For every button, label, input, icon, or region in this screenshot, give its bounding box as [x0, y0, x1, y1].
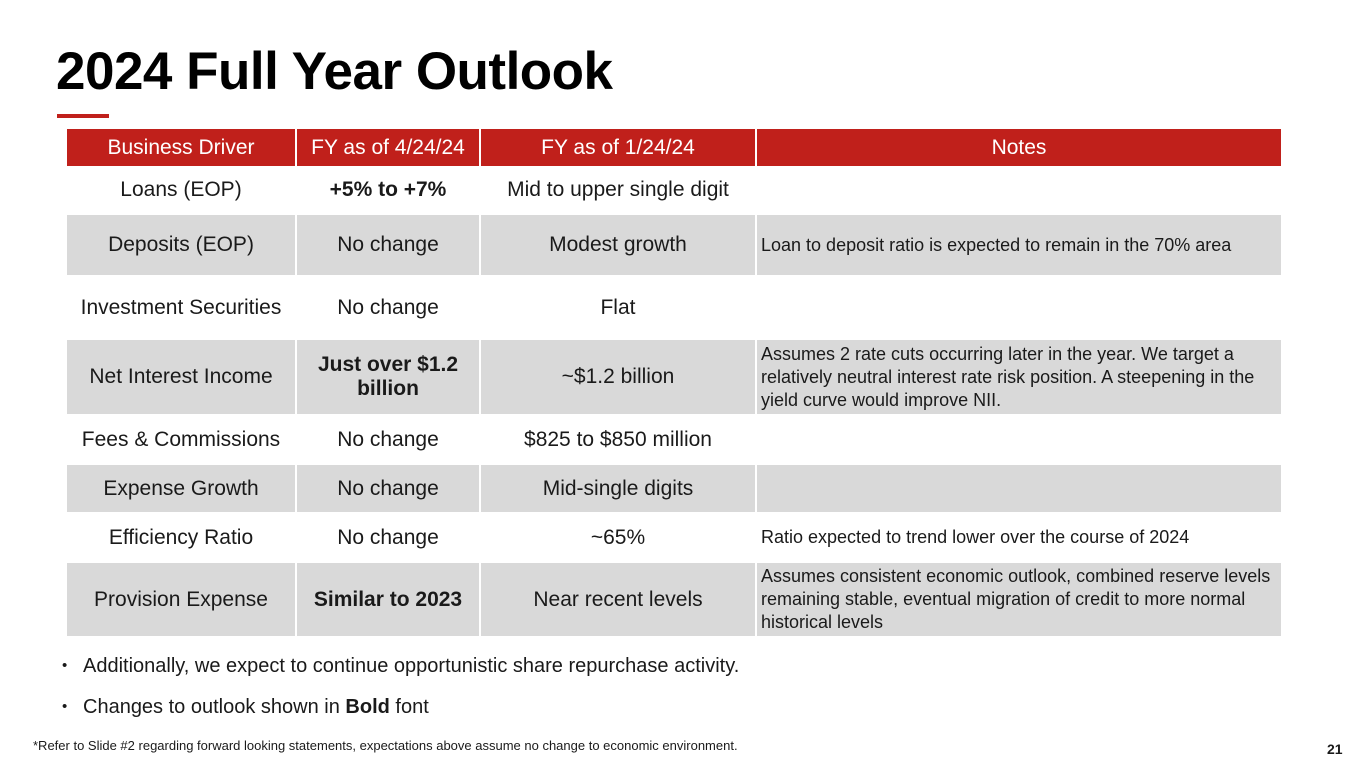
- table-row: Fees & Commissions No change $825 to $85…: [67, 415, 1281, 465]
- cell-notes: Assumes 2 rate cuts occurring later in t…: [756, 339, 1281, 416]
- cell-fy-apr: No change: [296, 214, 481, 277]
- cell-driver: Deposits (EOP): [67, 214, 297, 277]
- bullet-dot-icon: •: [62, 657, 68, 674]
- cell-driver: Efficiency Ratio: [67, 513, 297, 563]
- table-row: Net Interest Income Just over $1.2 billi…: [67, 339, 1281, 416]
- cell-fy-apr: No change: [296, 513, 481, 563]
- page-title: 2024 Full Year Outlook: [56, 42, 613, 101]
- bullet-text: Changes to outlook shown in: [83, 696, 340, 718]
- outlook-table: Business Driver FY as of 4/24/24 FY as o…: [67, 129, 1281, 636]
- cell-fy-jan: Mid-single digits: [480, 464, 757, 514]
- cell-notes: [756, 276, 1281, 340]
- cell-driver: Net Interest Income: [67, 339, 297, 416]
- cell-fy-jan: ~65%: [480, 513, 757, 563]
- cell-driver: Investment Securities: [67, 276, 297, 340]
- table-row: Efficiency Ratio No change ~65% Ratio ex…: [67, 513, 1281, 563]
- cell-notes: [756, 464, 1281, 514]
- cell-notes: Loan to deposit ratio is expected to rem…: [756, 214, 1281, 277]
- cell-fy-apr: Just over $1.2 billion: [296, 339, 481, 416]
- cell-notes: [756, 166, 1281, 215]
- cell-notes: [756, 415, 1281, 465]
- cell-driver: Expense Growth: [67, 464, 297, 514]
- cell-fy-apr: No change: [296, 415, 481, 465]
- bullet-dot-icon: •: [62, 698, 68, 715]
- bullet-text: Additionally, we expect to continue oppo…: [83, 655, 740, 677]
- cell-notes: Ratio expected to trend lower over the c…: [756, 513, 1281, 563]
- cell-driver: Loans (EOP): [67, 166, 297, 215]
- header-fy-apr: FY as of 4/24/24: [296, 129, 481, 166]
- footnote: *Refer to Slide #2 regarding forward loo…: [33, 738, 738, 753]
- bullet-bold-word: Bold: [345, 696, 390, 718]
- cell-fy-jan: Mid to upper single digit: [480, 166, 757, 215]
- cell-fy-apr: Similar to 2023: [296, 562, 481, 636]
- header-business-driver: Business Driver: [67, 129, 297, 166]
- title-underline: [57, 114, 109, 118]
- bullet-item: • Additionally, we expect to continue op…: [62, 652, 739, 693]
- cell-fy-jan: $825 to $850 million: [480, 415, 757, 465]
- cell-fy-jan: ~$1.2 billion: [480, 339, 757, 416]
- cell-fy-jan: Modest growth: [480, 214, 757, 277]
- cell-driver: Fees & Commissions: [67, 415, 297, 465]
- cell-fy-jan: Near recent levels: [480, 562, 757, 636]
- table-row: Investment Securities No change Flat: [67, 276, 1281, 340]
- header-notes: Notes: [756, 129, 1281, 166]
- cell-fy-apr: +5% to +7%: [296, 166, 481, 215]
- table-row: Deposits (EOP) No change Modest growth L…: [67, 214, 1281, 277]
- page-number: 21: [1327, 741, 1343, 757]
- cell-driver: Provision Expense: [67, 562, 297, 636]
- cell-fy-jan: Flat: [480, 276, 757, 340]
- header-fy-jan: FY as of 1/24/24: [480, 129, 757, 166]
- table-row: Expense Growth No change Mid-single digi…: [67, 464, 1281, 514]
- cell-notes: Assumes consistent economic outlook, com…: [756, 562, 1281, 636]
- table-header-row: Business Driver FY as of 4/24/24 FY as o…: [67, 129, 1281, 166]
- cell-fy-apr: No change: [296, 276, 481, 340]
- bullet-text-suffix: font: [395, 696, 429, 718]
- cell-fy-apr: No change: [296, 464, 481, 514]
- table-row: Loans (EOP) +5% to +7% Mid to upper sing…: [67, 166, 1281, 215]
- table-row: Provision Expense Similar to 2023 Near r…: [67, 562, 1281, 636]
- bullet-list: • Additionally, we expect to continue op…: [62, 652, 739, 734]
- bullet-item: • Changes to outlook shown in Bold font: [62, 693, 739, 734]
